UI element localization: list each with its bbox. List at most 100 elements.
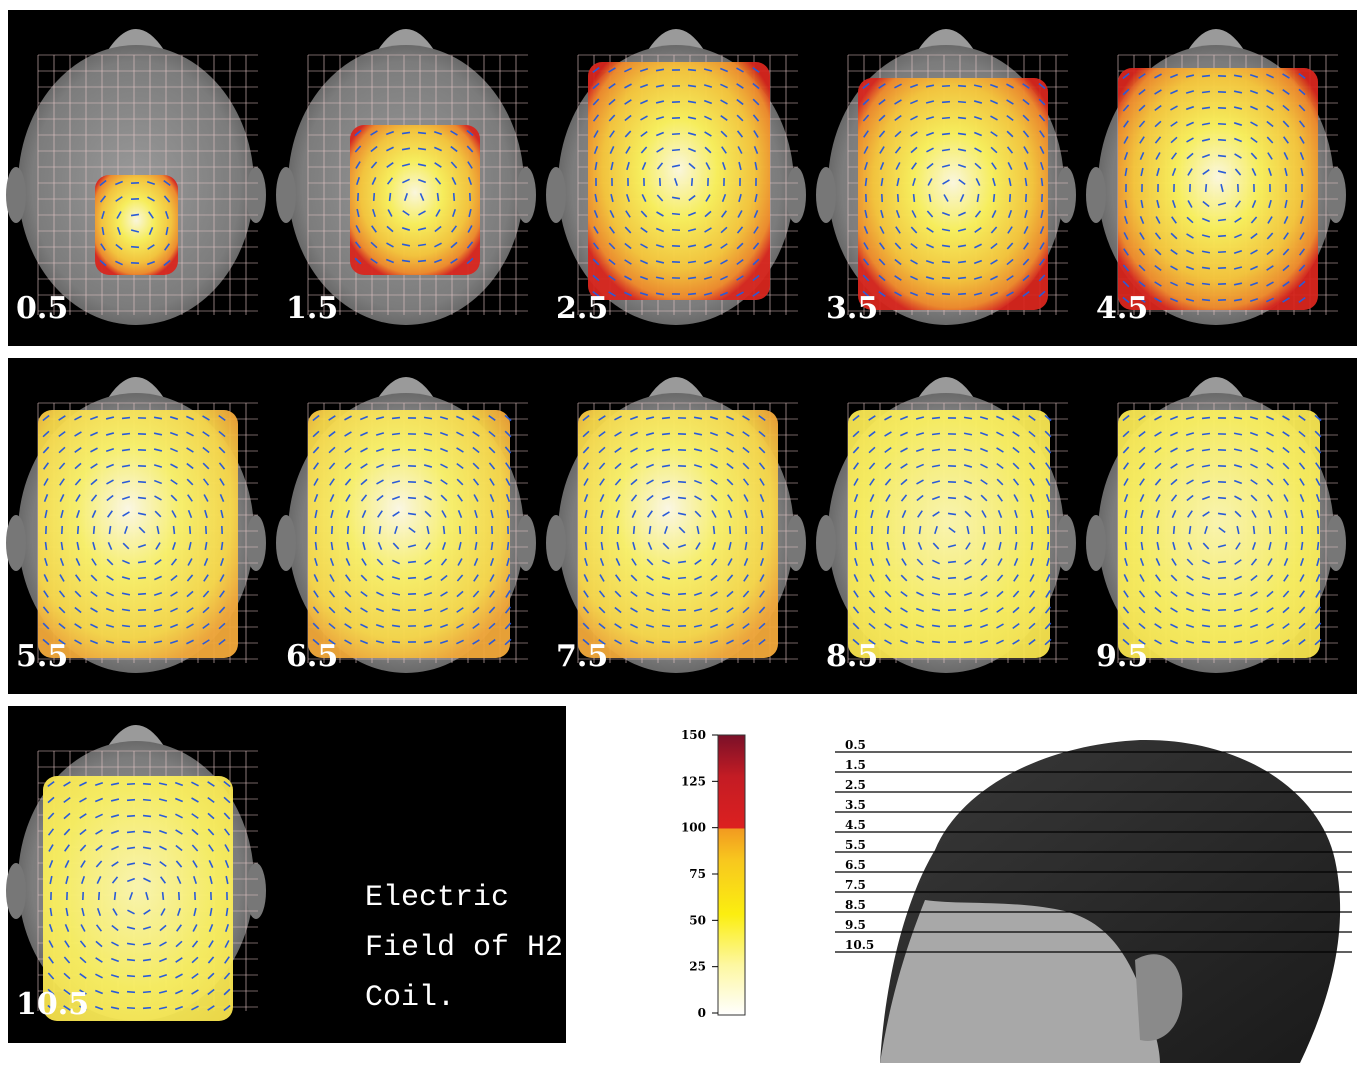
field-arrow bbox=[942, 134, 950, 135]
depth-label: 1.5 bbox=[286, 291, 338, 326]
field-arrow bbox=[138, 482, 146, 483]
field-arrow bbox=[1270, 526, 1271, 534]
field-arrow bbox=[958, 86, 966, 87]
field-arrow bbox=[392, 418, 400, 419]
caption-line: Field of H2 bbox=[365, 931, 563, 965]
depth-label: 0.5 bbox=[16, 291, 68, 326]
field-arrow bbox=[392, 642, 400, 643]
ear bbox=[1326, 515, 1346, 571]
depth-text: 4.5 bbox=[845, 818, 866, 832]
field-arrow bbox=[190, 526, 191, 534]
ear bbox=[546, 515, 566, 571]
field-arrow bbox=[1218, 562, 1226, 563]
field-arrow bbox=[634, 526, 635, 534]
field-arrow bbox=[585, 542, 586, 550]
field-arrow bbox=[984, 526, 985, 534]
field-arrow bbox=[1041, 178, 1042, 186]
depth-text: 0.5 bbox=[845, 738, 866, 752]
field-region bbox=[38, 410, 238, 658]
field-arrow bbox=[1202, 418, 1210, 419]
field-arrow bbox=[122, 642, 130, 643]
field-arrow bbox=[1254, 526, 1255, 534]
field-arrow bbox=[143, 1008, 151, 1009]
field-arrow bbox=[109, 526, 110, 534]
field-region bbox=[588, 62, 770, 300]
caption-line: Coil. bbox=[365, 981, 455, 1015]
field-arrow bbox=[1158, 526, 1159, 534]
field-arrow bbox=[143, 816, 151, 817]
field-arrow bbox=[678, 482, 686, 483]
field-arrow bbox=[1010, 194, 1011, 202]
field-arrow bbox=[392, 433, 400, 434]
depth-label: 6.5 bbox=[286, 639, 338, 674]
field-arrow bbox=[1318, 542, 1319, 550]
field-arrow bbox=[143, 992, 151, 993]
field-arrow bbox=[649, 526, 650, 534]
field-arrow bbox=[678, 594, 686, 595]
field-arrow bbox=[1189, 526, 1190, 534]
field-arrow bbox=[1048, 542, 1049, 550]
field-arrow bbox=[688, 85, 696, 86]
depth-label: 4.5 bbox=[1096, 291, 1148, 326]
head-panel: 8.5 bbox=[816, 377, 1076, 674]
depth-label: 7.5 bbox=[556, 639, 608, 674]
field-arrow bbox=[904, 526, 905, 534]
field-arrow bbox=[1218, 140, 1226, 141]
field-arrow bbox=[662, 449, 670, 450]
field-arrow bbox=[1202, 433, 1210, 434]
field-region bbox=[1118, 68, 1318, 310]
field-arrow bbox=[942, 102, 950, 103]
head-panel: 7.5 bbox=[546, 377, 806, 674]
field-arrow bbox=[1301, 542, 1302, 550]
ear bbox=[1056, 515, 1076, 571]
field-arrow bbox=[315, 542, 316, 550]
field-arrow bbox=[662, 434, 670, 435]
ear bbox=[816, 167, 836, 223]
field-arrow bbox=[942, 278, 950, 279]
field-arrow bbox=[379, 526, 380, 534]
field-arrow bbox=[408, 562, 416, 563]
depth-text: 2.5 bbox=[845, 778, 866, 792]
field-arrow bbox=[761, 542, 762, 550]
field-arrow bbox=[688, 277, 696, 278]
field-arrow bbox=[914, 194, 915, 202]
tick-label: 50 bbox=[689, 913, 706, 927]
ear bbox=[1086, 515, 1106, 571]
field-arrow bbox=[1218, 236, 1226, 237]
field-arrow bbox=[364, 526, 365, 534]
field-arrow bbox=[958, 102, 966, 103]
tick-label: 150 bbox=[681, 728, 706, 742]
field-arrow bbox=[662, 625, 670, 626]
field-arrow bbox=[460, 526, 461, 534]
field-arrow bbox=[1202, 625, 1210, 626]
field-arrow bbox=[942, 262, 950, 263]
field-arrow bbox=[122, 434, 130, 435]
field-arrow bbox=[127, 960, 135, 961]
field-arrow bbox=[491, 542, 492, 550]
field-arrow bbox=[618, 526, 619, 534]
tick-label: 75 bbox=[689, 867, 706, 881]
field-arrow bbox=[131, 247, 139, 248]
field-arrow bbox=[1202, 76, 1210, 77]
ear bbox=[786, 167, 806, 223]
field-arrow bbox=[942, 245, 950, 246]
ear bbox=[246, 167, 266, 223]
figure: 0.51.52.53.54.55.56.57.58.59.510.5 Elect… bbox=[0, 0, 1357, 1063]
field-arrow bbox=[402, 132, 410, 133]
field-arrow bbox=[865, 178, 866, 186]
field-arrow bbox=[662, 418, 670, 419]
field-arrow bbox=[418, 261, 426, 262]
field-arrow bbox=[122, 449, 130, 450]
ear bbox=[1056, 167, 1076, 223]
field-arrow bbox=[437, 193, 438, 201]
head-panel: 5.5 bbox=[6, 377, 266, 674]
colorbar-gradient bbox=[718, 735, 745, 1015]
field-arrow bbox=[221, 542, 222, 550]
field-arrow bbox=[390, 193, 391, 201]
field-arrow bbox=[678, 498, 686, 499]
ear bbox=[786, 515, 806, 571]
field-arrow bbox=[1000, 526, 1001, 534]
field-arrow bbox=[143, 800, 151, 801]
ear bbox=[276, 167, 296, 223]
field-arrow bbox=[958, 261, 966, 262]
